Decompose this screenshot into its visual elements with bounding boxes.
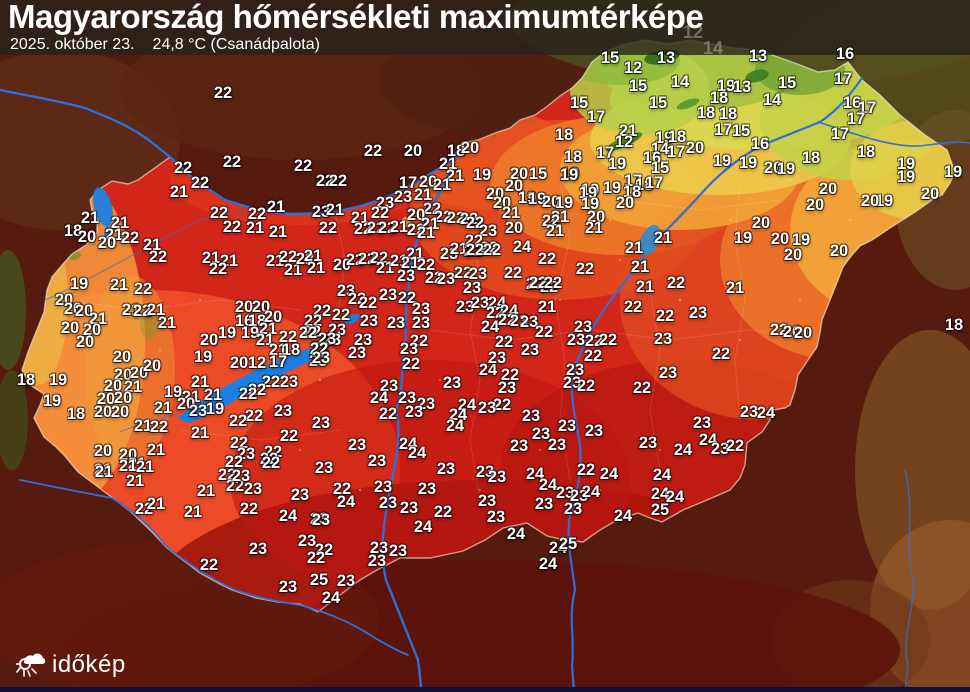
budapest-city-glow: [401, 217, 411, 227]
sun-cloud-icon: [16, 653, 46, 677]
map-date: 2025. október 23.: [10, 36, 135, 53]
page-title: Magyarország hőmérsékleti maximumtérképe: [8, 0, 704, 35]
lake-balaton: [177, 346, 318, 423]
title-bar: Magyarország hőmérsékleti maximumtérképe…: [0, 0, 970, 55]
national-max-value: 24,8 °C (Csanádpalota): [152, 36, 320, 53]
lakes: [93, 187, 661, 423]
logo-text: időkép: [52, 651, 126, 678]
lake-velence: [343, 313, 361, 325]
rivers: [0, 76, 970, 692]
lake-tisza: [639, 224, 661, 256]
lake-ferto-south: [104, 226, 112, 242]
hungary-border: [21, 39, 956, 613]
county-borders: [59, 179, 831, 501]
city-dots: [148, 179, 861, 531]
lake-ferto: [93, 187, 113, 227]
subtitle: 2025. október 23. 24,8 °C (Csanádpalota): [10, 36, 320, 54]
idokep-logo: időkép: [16, 650, 126, 680]
bottom-bar: [0, 687, 970, 692]
